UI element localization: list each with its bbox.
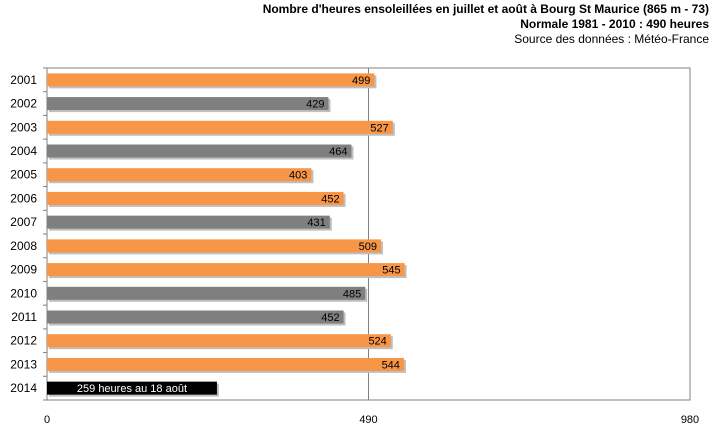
chart-title: Nombre d'heures ensoleillées en juillet … [262,2,709,16]
x-tick-label: 490 [359,414,377,426]
chart-header: Nombre d'heures ensoleillées en juillet … [263,2,709,47]
category-label: 2014 [10,381,37,395]
bar-2013 [47,357,404,371]
category-label: 2004 [10,144,37,158]
bar-2001 [47,73,375,87]
bar-2007 [47,215,330,229]
data-label-2001: 499 [352,75,370,87]
category-label: 2009 [10,263,37,277]
chart-subtitle: Normale 1981 - 2010 : 490 heures [520,17,709,31]
x-tick-label: 980 [681,414,699,426]
category-label: 2011 [11,310,37,324]
category-label: 2010 [10,286,37,300]
x-tick-label: 0 [44,414,50,426]
category-label: 2003 [10,120,37,134]
data-label-2009: 545 [382,265,400,277]
data-label-2002: 429 [306,99,324,111]
data-label-2003: 527 [370,122,388,134]
bar-2004 [47,144,352,158]
category-label: 2001 [10,73,37,87]
category-label: 2013 [10,357,37,371]
category-label: 2005 [10,168,37,182]
category-label: 2012 [10,334,37,348]
category-label: 2008 [10,239,37,253]
data-label-2012: 524 [368,336,386,348]
chart-source: Source des données : Météo-France [514,32,709,46]
bar-2006 [47,191,344,205]
bar-2009 [47,263,405,277]
data-label-2008: 509 [359,241,377,253]
bar-2002 [47,97,329,111]
bar-2014 [47,381,217,395]
data-label-2010: 485 [343,288,361,300]
bar-2010 [47,286,366,300]
bar-2008 [47,239,381,253]
category-label: 2007 [10,215,37,229]
data-label-2006: 452 [321,193,339,205]
category-label: 2006 [10,191,37,205]
data-label-2014: 259 heures au 18 août [77,383,187,395]
bar-2011 [47,310,344,324]
data-label-2005: 403 [289,170,307,182]
bar-2003 [47,120,393,134]
data-label-2011: 452 [321,312,339,324]
category-label: 2002 [10,97,37,111]
bar-2012 [47,334,391,348]
bar-2005 [47,168,312,182]
data-label-2007: 431 [307,217,325,229]
data-label-2013: 544 [382,359,400,371]
data-label-2004: 464 [329,146,347,158]
